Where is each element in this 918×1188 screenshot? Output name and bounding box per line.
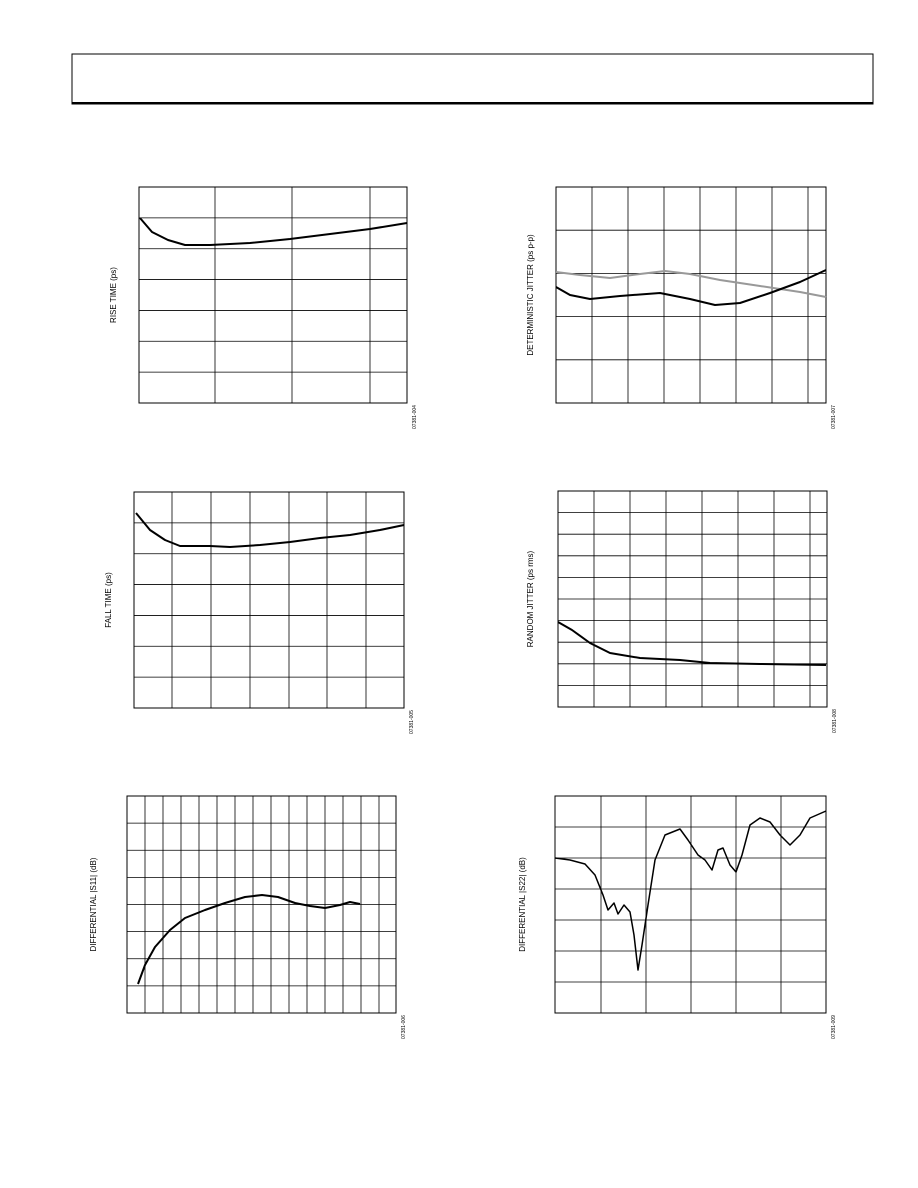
figure-code: 07381-005 — [409, 710, 415, 734]
figure-code: 07381-007 — [831, 405, 837, 429]
figures: RISE TIME (ps) 07381-004 DETERMINISTIC JIT… — [89, 186, 838, 1039]
curve — [137, 894, 361, 985]
plot-frame — [133, 491, 405, 709]
header-box — [71, 53, 874, 105]
y-axis-label: DIFFERENTIAL |S11| (dB) — [89, 857, 98, 951]
plot-frame — [554, 795, 827, 1014]
y-axis-label: DIFFERENTIAL |S22| (dB) — [518, 857, 527, 952]
plot-frame — [555, 186, 827, 404]
figure-code: 07381-006 — [401, 1015, 407, 1039]
plot: RISE TIME (ps) 07381-004 — [109, 186, 418, 429]
y-axis-label: RANDOM JITTER (ps rms) — [526, 550, 535, 647]
plot: DETERMINISTIC JITTER (ps p-p) 07381-007 — [526, 186, 837, 429]
plot: DIFFERENTIAL |S11| (dB) 07381-006 — [89, 795, 407, 1039]
plot: DIFFERENTIAL |S22| (dB) 07381-009 — [518, 795, 837, 1039]
plot-frame — [126, 795, 397, 1014]
y-axis-label: DETERMINISTIC JITTER (ps p-p) — [526, 234, 535, 356]
curve — [557, 621, 827, 666]
figure-code: 07381-004 — [412, 405, 418, 429]
y-axis-label: FALL TIME (ps) — [104, 572, 113, 628]
plot: FALL TIME (ps) 07381-005 — [104, 491, 415, 734]
plot-frame — [138, 186, 408, 404]
y-axis-label: RISE TIME (ps) — [109, 267, 118, 323]
curve — [554, 810, 827, 971]
curve — [139, 217, 408, 246]
plot-frame — [557, 490, 828, 708]
plot: RANDOM JITTER (ps rms) 07381-008 — [526, 490, 838, 733]
figure-code: 07381-009 — [831, 1015, 837, 1039]
figure-code: 07381-008 — [832, 709, 838, 733]
curve — [555, 270, 827, 298]
curve — [135, 512, 405, 548]
curve — [555, 269, 827, 306]
